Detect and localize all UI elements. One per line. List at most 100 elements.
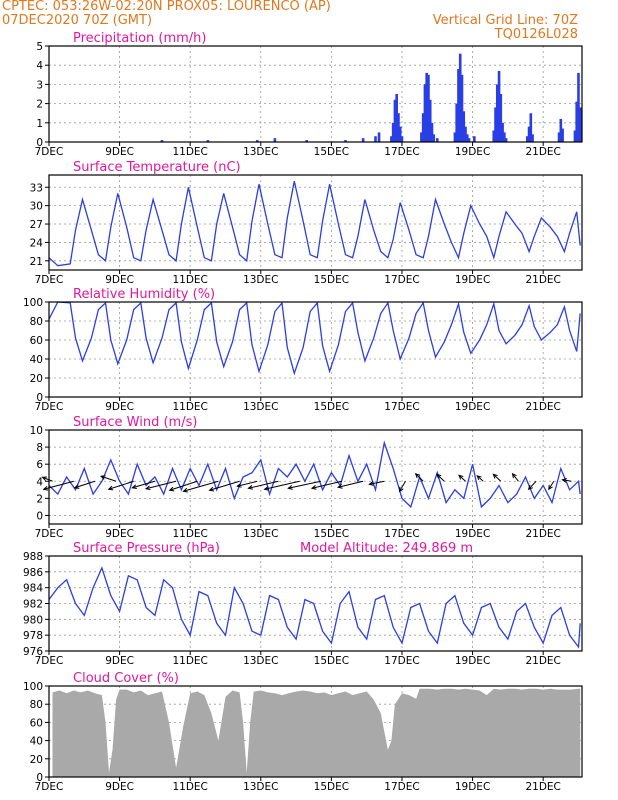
precip-bar <box>531 134 534 142</box>
wind-arrow-head <box>263 486 270 491</box>
wind-arrow-head <box>73 484 80 489</box>
y-tick-label: 0 <box>36 137 43 149</box>
y-tick-label: 100 <box>23 681 43 693</box>
y-tick-label: 3 <box>36 79 43 91</box>
x-tick-label: 19DEC <box>455 401 490 413</box>
precip-bar <box>305 140 308 142</box>
precip-bar <box>575 101 579 142</box>
wind-vector <box>132 480 156 489</box>
wind-vector <box>476 475 484 482</box>
x-tick-label: 15DEC <box>314 655 349 667</box>
precip-bar <box>494 107 497 142</box>
x-tick-label: 11DEC <box>172 401 207 413</box>
panel-4: 0 2 4 6 8 10 7DEC 9DEC 11DEC 13DEC 15DEC 17DEC 19DEC… <box>30 415 583 540</box>
y-tick-label: 978 <box>23 630 43 642</box>
precip-bar <box>497 70 501 142</box>
x-tick-label: 13DEC <box>243 401 278 413</box>
precip-bar <box>400 136 404 142</box>
x-tick-label: 7DEC <box>35 401 64 413</box>
x-tick-label: 7DEC <box>35 274 64 286</box>
panel-6: 0 20 40 60 80 100 7DEC 9DEC 11DEC 13DEC 15DEC 17DEC… <box>23 671 583 793</box>
precip-bar <box>467 138 471 142</box>
wind-vector <box>288 480 321 489</box>
precip-bar <box>457 69 460 142</box>
wind-arrow-head <box>561 478 567 483</box>
series-line <box>48 301 581 376</box>
y-tick-label: 8 <box>36 442 43 454</box>
x-tick-label: 19DEC <box>455 528 490 540</box>
x-tick-label: 17DEC <box>384 274 419 286</box>
x-tick-label: 15DEC <box>314 528 349 540</box>
panel-frame <box>48 429 583 525</box>
wind-vector <box>74 480 96 489</box>
wind-arrow-head <box>41 476 48 481</box>
x-tick-label: 15DEC <box>314 146 349 158</box>
panel-2: 21 24 27 30 33 7DEC 9DEC 11DEC 13DEC 15DEC 17DEC 19… <box>30 160 583 286</box>
precip-bar <box>527 126 531 142</box>
wind-arrow-head <box>131 484 137 490</box>
x-tick-label: 13DEC <box>243 528 278 540</box>
x-tick-label: 13DEC <box>243 781 278 793</box>
x-tick-label: 21DEC <box>525 401 560 413</box>
x-tick-label: 9DEC <box>105 274 134 286</box>
precip-bar <box>430 122 434 142</box>
x-tick-label: 17DEC <box>384 655 419 667</box>
y-tick-label: 24 <box>30 237 44 249</box>
y-tick-label: 2 <box>36 99 43 111</box>
precip-bar <box>428 99 432 142</box>
wind-vector <box>209 480 240 491</box>
x-tick-label: 11DEC <box>172 528 207 540</box>
precip-bar <box>393 99 397 142</box>
wind-arrow-head <box>368 481 374 486</box>
wind-arrow-head <box>548 484 553 491</box>
wind-arrow-head <box>435 473 442 479</box>
y-tick-label: 5 <box>36 41 43 53</box>
precip-bar <box>503 132 506 142</box>
y-tick-label: 40 <box>30 354 43 366</box>
precip-bar <box>460 74 464 142</box>
y-tick-label: 60 <box>30 717 43 729</box>
x-tick-label: 9DEC <box>105 781 134 793</box>
precip-bar <box>577 72 580 142</box>
y-tick-label: 40 <box>30 736 43 748</box>
y-tick-label: 988 <box>23 551 43 563</box>
wind-arrow-head <box>236 483 242 488</box>
wind-arrow-head <box>99 475 106 480</box>
wind-vector <box>145 480 177 490</box>
run-date: 07DEC2020 70Z (GMT) <box>2 13 153 28</box>
header: CPTEC: 053:26W-02:20N PROX05: LOURENCO (… <box>0 0 618 42</box>
precip-bar <box>504 138 508 142</box>
x-tick-label: 17DEC <box>384 781 419 793</box>
panel-3: 0 20 40 60 80 100 7DEC 9DEC 11DEC 13DEC 15DEC 17DEC… <box>23 287 583 413</box>
x-tick-label: 9DEC <box>105 528 134 540</box>
x-tick-label: 11DEC <box>172 146 207 158</box>
y-tick-label: 80 <box>30 316 43 328</box>
panel-frame <box>48 301 583 398</box>
panel-frame <box>48 45 583 143</box>
wind-vector <box>562 479 572 482</box>
wind-arrow-head <box>414 472 421 479</box>
precip-bar <box>344 140 347 142</box>
y-tick-label: 1 <box>36 118 43 130</box>
y-tick-label: 982 <box>23 599 43 611</box>
wind-arrow-head <box>476 474 482 481</box>
x-tick-label: 19DEC <box>455 781 490 793</box>
wind-vector <box>43 480 74 490</box>
y-tick-label: 6 <box>36 459 43 471</box>
x-tick-label: 13DEC <box>243 274 278 286</box>
x-tick-label: 15DEC <box>314 781 349 793</box>
wind-vector <box>512 473 519 482</box>
cloud-area <box>52 688 581 777</box>
y-tick-label: 20 <box>30 754 43 766</box>
wind-vector <box>237 480 258 487</box>
precip-bar <box>529 113 533 142</box>
panel-title: Surface Wind (m/s) <box>73 415 197 430</box>
precip-bar <box>374 136 377 142</box>
precip-bar <box>273 138 277 142</box>
precip-bar <box>397 113 400 142</box>
precip-bar <box>462 111 466 142</box>
x-tick-label: 9DEC <box>105 146 134 158</box>
precip-bar <box>390 136 393 142</box>
y-tick-label: 2 <box>36 493 43 505</box>
